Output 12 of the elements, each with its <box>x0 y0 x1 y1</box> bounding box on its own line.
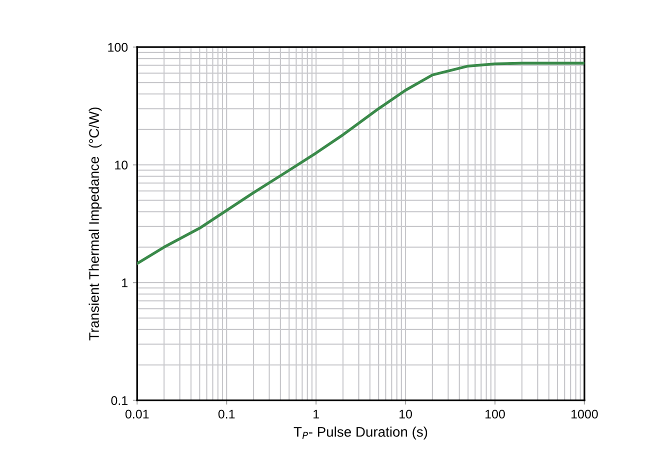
x-tick-label: 100 <box>486 410 505 419</box>
x-axis-title: T$_{P}$- Pulse Duration (s) <box>294 426 428 440</box>
y-tick-label: 0.1 <box>111 396 128 405</box>
x-tick-label: 1 <box>314 410 319 418</box>
x-tick-label: 1000 <box>571 410 598 419</box>
y-tick-label: 100 <box>108 42 128 52</box>
x-tick-label: 0.01 <box>125 410 149 419</box>
y-tick-label: 1 <box>122 278 128 288</box>
x-tick-label: 0.1 <box>218 410 235 419</box>
x-tick-label: 10 <box>400 410 412 419</box>
y-tick-label: 10 <box>115 160 128 170</box>
y-axis-title: Transient Thermal Impedance (°C/W) <box>88 108 102 340</box>
